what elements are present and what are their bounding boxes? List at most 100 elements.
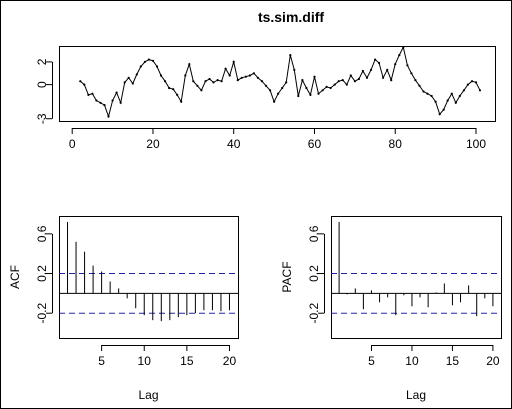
x-tick-label: 40 — [227, 137, 241, 151]
data-point — [474, 81, 478, 84]
x-tick-label: 5 — [368, 354, 375, 368]
data-point — [281, 86, 284, 90]
data-point — [446, 99, 449, 102]
data-point — [87, 93, 90, 96]
data-point — [297, 94, 300, 98]
data-point — [365, 76, 369, 79]
x-tick-label: 0 — [69, 137, 76, 151]
data-point — [143, 60, 146, 64]
data-point — [285, 81, 288, 84]
data-point — [478, 89, 482, 92]
data-point — [325, 85, 328, 88]
data-point — [228, 74, 231, 77]
data-point — [159, 74, 163, 77]
data-point — [212, 81, 215, 84]
y-tick-label: -0.2 — [307, 303, 321, 324]
data-point — [256, 76, 259, 79]
data-point — [357, 77, 360, 81]
pacf-panel: 5 10 15 20 Lag -0.2 0.2 0.6 PACF — [280, 216, 502, 402]
data-point — [329, 86, 332, 90]
plot-frame — [59, 46, 496, 122]
data-point — [341, 79, 344, 82]
x-axis-label: Lag — [406, 388, 426, 402]
data-point — [236, 79, 239, 82]
data-point — [99, 101, 102, 104]
data-point — [438, 113, 441, 116]
x-tick-label: 20 — [486, 354, 500, 368]
data-point — [119, 101, 122, 104]
y-tick-label: 0 — [35, 81, 49, 88]
series-line — [79, 45, 481, 119]
data-point — [414, 79, 417, 82]
data-point — [248, 74, 251, 77]
y-tick-label: -3 — [35, 113, 49, 124]
data-point — [83, 83, 86, 86]
data-point — [321, 89, 324, 92]
data-point — [309, 93, 312, 96]
data-point — [135, 73, 138, 76]
data-point — [345, 83, 348, 86]
data-point — [269, 89, 272, 92]
y-tick-label: 0.2 — [35, 265, 49, 282]
x-tick-label: 20 — [146, 137, 160, 151]
data-point — [188, 63, 191, 66]
data-point — [313, 75, 316, 78]
y-tick-label: -0.2 — [35, 303, 49, 324]
data-point — [426, 92, 429, 95]
data-point — [293, 68, 296, 71]
data-point — [155, 65, 159, 68]
data-point — [386, 68, 389, 71]
data-point — [252, 72, 255, 75]
data-point — [79, 80, 82, 83]
data-point — [374, 58, 377, 61]
data-point — [369, 68, 373, 71]
data-point — [398, 54, 401, 57]
data-point — [115, 91, 118, 94]
data-point — [454, 101, 457, 104]
data-point — [200, 89, 203, 92]
data-point — [264, 84, 268, 87]
data-point — [151, 59, 155, 62]
y-tick-label: 2 — [35, 58, 49, 65]
data-point — [164, 80, 167, 83]
data-point — [333, 83, 336, 86]
data-point — [273, 100, 276, 103]
data-point — [260, 80, 264, 83]
data-point — [410, 72, 413, 75]
data-point — [131, 82, 134, 85]
data-point — [349, 74, 352, 77]
data-point — [91, 92, 94, 95]
y-axis-label: ACF — [8, 265, 22, 289]
x-tick-label: 60 — [308, 137, 322, 151]
x-tick-label: 15 — [446, 354, 460, 368]
data-point — [434, 100, 437, 103]
data-point — [244, 75, 247, 78]
data-point — [305, 86, 308, 90]
y-tick-label: 0.6 — [307, 225, 321, 242]
data-point — [470, 80, 474, 83]
data-point — [127, 76, 130, 79]
acf-panel: 5 10 15 20 Lag -0.2 0.2 0.6 ACF — [8, 216, 239, 402]
y-axis-label: PACF — [280, 261, 294, 292]
data-point — [224, 67, 227, 70]
data-point — [430, 94, 433, 98]
data-point — [172, 88, 175, 91]
data-point — [301, 79, 304, 82]
y-tick-label: 0.6 — [35, 225, 49, 242]
data-point — [103, 104, 106, 107]
data-point — [418, 84, 421, 87]
data-point — [390, 79, 393, 82]
data-point — [176, 93, 179, 96]
x-tick-label: 15 — [180, 354, 194, 368]
data-point — [180, 100, 183, 103]
data-point — [394, 63, 397, 66]
data-point — [204, 80, 207, 83]
data-point — [168, 86, 171, 90]
data-point — [382, 76, 385, 79]
x-tick-label: 100 — [466, 137, 486, 151]
data-point — [317, 92, 320, 95]
data-point — [216, 79, 219, 82]
data-point — [123, 81, 126, 84]
x-tick-label: 5 — [98, 354, 105, 368]
